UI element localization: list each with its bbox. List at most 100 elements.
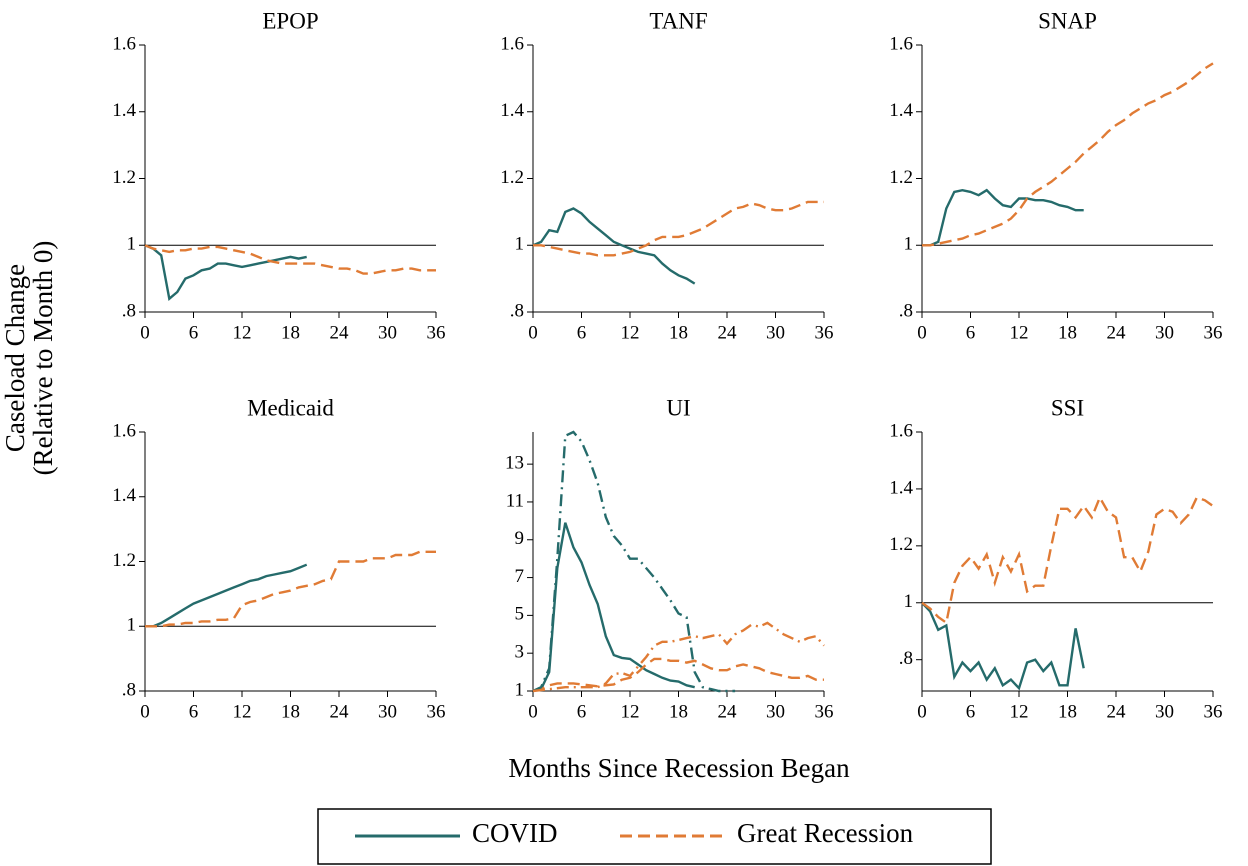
x-tick-label: 0 [140,322,150,343]
x-tick-label: 18 [1058,322,1077,343]
y-tick-label: 1.2 [889,534,913,555]
x-tick-label: 0 [917,701,927,722]
x-tick-label: 36 [815,701,834,722]
series-line [144,244,436,275]
x-tick-label: 12 [233,701,252,722]
x-tick-label: 24 [330,701,350,722]
x-tick-label: 18 [669,322,688,343]
y-tick-label: 1.6 [889,33,913,54]
series-line [532,657,824,693]
x-tick-label: 0 [528,701,538,722]
panel-title: Medicaid [247,395,334,420]
series-line [532,621,825,693]
y-tick-label: 1.6 [112,33,136,54]
y-axis-label: (Relative to Month 0) [28,241,58,476]
y-tick-label: 1 [904,234,914,255]
series-line [532,430,736,693]
y-tick-label: .8 [122,679,136,700]
x-tick-label: 36 [815,322,834,343]
y-tick-label: 1.6 [889,420,913,441]
x-tick-label: 6 [577,322,587,343]
x-tick-label: 30 [378,701,397,722]
x-tick-label: 30 [1155,701,1174,722]
x-tick-label: 30 [766,701,785,722]
series-line [144,244,307,301]
x-tick-label: 0 [140,701,150,722]
x-tick-label: 12 [621,701,640,722]
y-tick-label: 7 [515,566,525,587]
x-tick-label: 36 [427,322,446,343]
x-tick-label: 6 [966,701,976,722]
panel-title: SNAP [1038,8,1097,33]
x-tick-label: 36 [1204,701,1223,722]
x-tick-label: 36 [1204,322,1223,343]
y-tick-label: 1.2 [112,167,136,188]
y-tick-label: 1.4 [889,477,913,498]
x-tick-label: 18 [281,701,300,722]
y-tick-label: 1.2 [500,167,524,188]
x-tick-label: 36 [427,701,446,722]
y-tick-label: 1 [127,615,137,636]
x-tick-label: 6 [189,701,199,722]
x-tick-label: 0 [528,322,538,343]
legend-label: Great Recession [737,818,914,848]
y-tick-label: 1.2 [889,167,913,188]
y-tick-label: 1 [515,234,525,255]
series-line [145,550,436,628]
y-tick-label: 1 [904,591,914,612]
series-line [921,494,1214,625]
x-tick-label: 18 [1058,701,1077,722]
x-tick-label: 30 [378,322,397,343]
x-tick-label: 12 [1010,322,1029,343]
y-tick-label: 11 [506,490,524,511]
series-line [922,62,1214,247]
x-tick-label: 6 [577,701,587,722]
y-tick-label: .8 [899,300,913,321]
panel-title: SSI [1051,395,1084,420]
y-tick-label: 1.4 [112,100,136,121]
series-line [533,200,824,257]
panel-title: UI [666,395,690,420]
x-tick-label: 18 [281,322,300,343]
y-axis-label: Caseload Change [0,264,30,452]
y-tick-label: 3 [515,642,525,663]
y-tick-label: 1.4 [889,100,913,121]
x-tick-label: 24 [1107,701,1127,722]
x-tick-label: 12 [621,322,640,343]
x-tick-label: 30 [766,322,785,343]
x-tick-label: 24 [330,322,350,343]
series-line [145,563,308,628]
series-line [532,207,696,285]
y-tick-label: 5 [515,604,525,625]
x-axis-label: Months Since Recession Began [508,753,850,783]
series-line [532,522,695,693]
y-tick-label: 13 [505,452,524,473]
legend-label: COVID [472,818,558,848]
x-tick-label: 30 [1155,322,1174,343]
series-line [922,188,1084,247]
x-tick-label: 6 [966,322,976,343]
legend-box [317,808,992,865]
y-tick-label: 1.4 [112,485,136,506]
x-tick-label: 24 [718,701,738,722]
y-tick-label: 1 [127,234,137,255]
x-tick-label: 12 [233,322,252,343]
x-tick-label: 12 [1010,701,1029,722]
y-tick-label: 1.2 [112,550,136,571]
y-tick-label: .8 [510,300,524,321]
x-tick-label: 18 [669,701,688,722]
x-tick-label: 6 [189,322,199,343]
y-tick-label: .8 [122,300,136,321]
x-tick-label: 24 [718,322,738,343]
y-tick-label: 1.6 [500,33,524,54]
y-tick-label: 1.6 [112,420,136,441]
x-tick-label: 0 [917,322,927,343]
panel-title: EPOP [262,8,318,33]
y-tick-label: 9 [515,528,525,549]
y-tick-label: .8 [899,648,913,669]
y-tick-label: 1 [515,679,525,700]
panel-title: TANF [649,8,707,33]
y-tick-label: 1.4 [500,100,524,121]
